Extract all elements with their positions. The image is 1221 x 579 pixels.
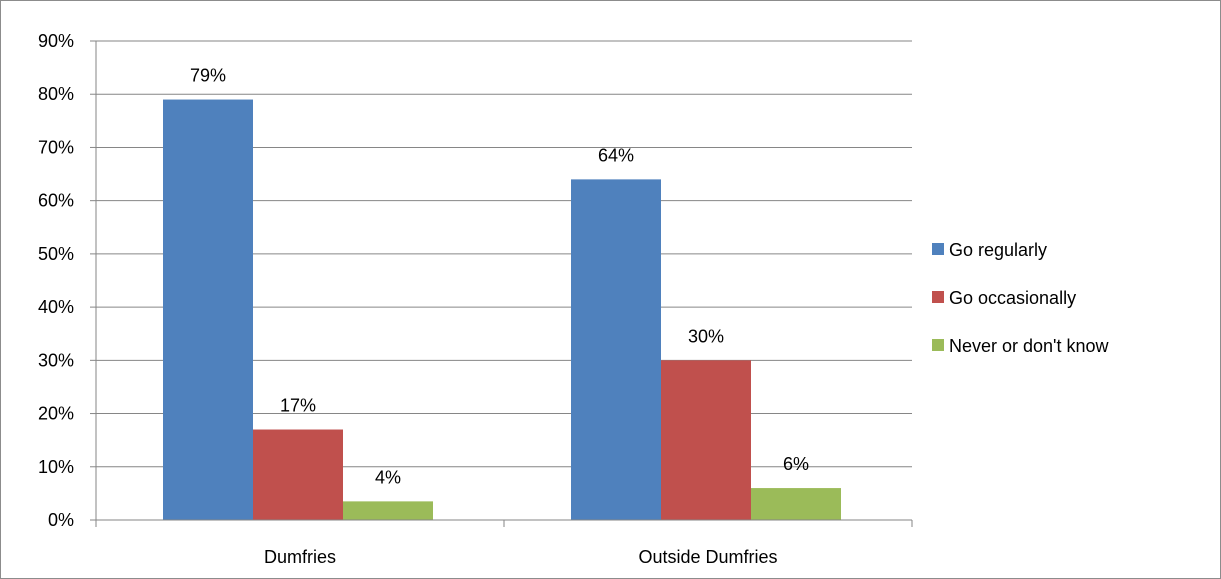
data-label: 79% [190, 66, 226, 86]
bar-1-1 [661, 360, 751, 520]
y-tick-label: 50% [38, 244, 74, 264]
y-tick-label: 40% [38, 297, 74, 317]
bar-2-1 [751, 488, 841, 520]
legend-swatch [932, 339, 944, 351]
data-label: 30% [688, 326, 724, 346]
data-label: 17% [280, 396, 316, 416]
x-category-label: Outside Dumfries [638, 547, 777, 567]
legend-swatch [932, 243, 944, 255]
legend-label: Never or don't know [949, 336, 1110, 356]
legend-label: Go occasionally [949, 288, 1076, 308]
bar-1-0 [253, 429, 343, 520]
data-label: 4% [375, 467, 401, 487]
data-label: 64% [598, 145, 634, 165]
y-tick-label: 10% [38, 457, 74, 477]
y-tick-label: 80% [38, 84, 74, 104]
y-tick-label: 0% [48, 510, 74, 530]
y-tick-label: 30% [38, 350, 74, 370]
y-tick-label: 20% [38, 404, 74, 424]
y-tick-label: 90% [38, 31, 74, 51]
bar-0-0 [163, 99, 253, 521]
bar-0-1 [571, 179, 661, 520]
legend-swatch [932, 291, 944, 303]
data-label: 6% [783, 454, 809, 474]
y-tick-label: 70% [38, 137, 74, 157]
x-category-label: Dumfries [264, 547, 336, 567]
y-tick-label: 60% [38, 191, 74, 211]
bar-2-0 [343, 501, 433, 520]
legend-label: Go regularly [949, 240, 1047, 260]
